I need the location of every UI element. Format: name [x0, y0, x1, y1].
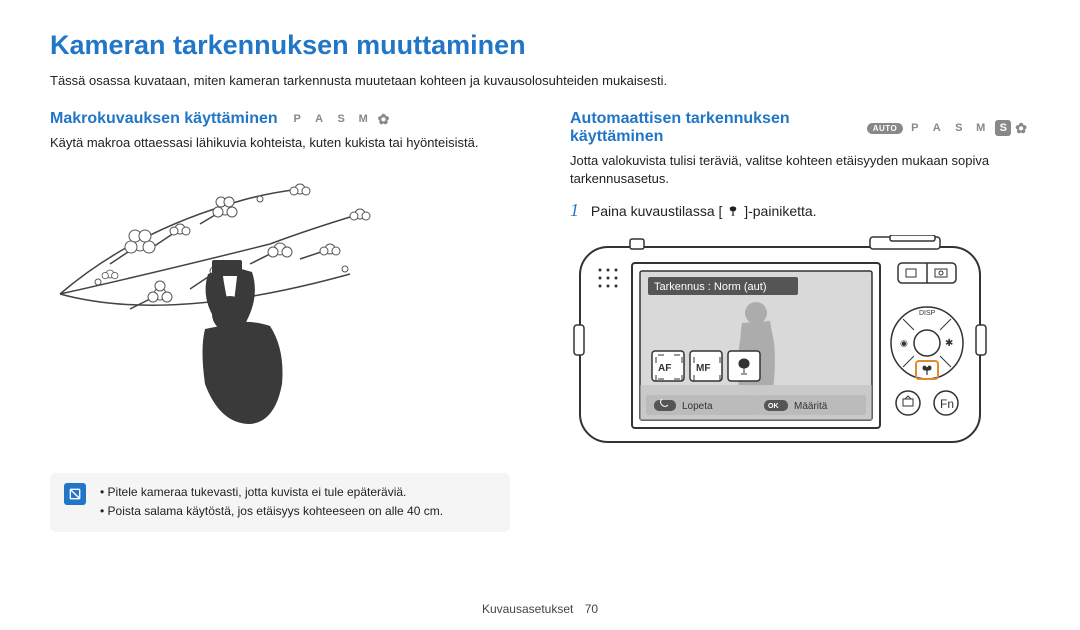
svg-text:Lopeta: Lopeta [682, 401, 713, 412]
macro-illustration [50, 174, 400, 424]
right-column: Automaattisen tarkennuksen käyttäminen A… [570, 110, 1030, 532]
svg-text:MF: MF [696, 363, 710, 374]
camera-illustration: Tarkennus : Norm (aut) AF MF [570, 235, 1000, 455]
page-title: Kameran tarkennuksen muuttaminen [50, 30, 1030, 61]
step-1-number: 1 [570, 200, 579, 220]
mode-a: A [929, 120, 947, 136]
svg-text:Fn: Fn [940, 397, 954, 411]
footer-page-number: 70 [585, 602, 598, 616]
info-lines: Pitele kameraa tukevasti, jotta kuvista … [100, 483, 443, 521]
content-columns: Makrokuvauksen käyttäminen P A S M ✿ Käy… [50, 110, 1030, 532]
info-box: Pitele kameraa tukevasti, jotta kuvista … [50, 473, 510, 531]
svg-text:AF: AF [658, 363, 671, 374]
mode-s: S [334, 111, 352, 127]
macro-heading: Makrokuvauksen käyttäminen [50, 110, 278, 128]
info-icon [64, 483, 86, 505]
macro-section-header: Makrokuvauksen käyttäminen P A S M ✿ [50, 110, 510, 128]
svg-text:Määritä: Määritä [794, 401, 828, 412]
mode-auto-badge: AUTO [867, 123, 904, 134]
autofocus-body: Jotta valokuvista tulisi teräviä, valits… [570, 152, 1030, 188]
step-1-after: ]-painiketta. [744, 203, 816, 219]
gear-icon: ✿ [1015, 120, 1030, 137]
step-1: 1 Paina kuvaustilassa [ ]-painiketta. [570, 200, 1030, 221]
macro-button-icon [726, 204, 740, 218]
autofocus-heading: Automaattisen tarkennuksen käyttäminen [570, 110, 855, 146]
mode-a: A [312, 111, 330, 127]
mode-s-badge: S [995, 120, 1011, 136]
svg-text:◉: ◉ [900, 338, 908, 348]
mode-p: P [290, 111, 308, 127]
camera-focus-label: Tarkennus : Norm (aut) [654, 281, 766, 293]
autofocus-section-header: Automaattisen tarkennuksen käyttäminen A… [570, 110, 1030, 146]
svg-text:OK: OK [768, 403, 779, 410]
mode-m: M [356, 111, 374, 127]
left-column: Makrokuvauksen käyttäminen P A S M ✿ Käy… [50, 110, 510, 532]
page-footer: Kuvausasetukset 70 [0, 602, 1080, 616]
macro-body: Käytä makroa ottaessasi lähikuvia kohtei… [50, 134, 510, 152]
mode-p: P [907, 120, 925, 136]
svg-text:✱: ✱ [945, 338, 953, 349]
macro-mode-icons: P A S M ✿ [290, 111, 393, 128]
intro-text: Tässä osassa kuvataan, miten kameran tar… [50, 73, 1030, 88]
step-1-before: Paina kuvaustilassa [ [591, 203, 723, 219]
footer-section: Kuvausasetukset [482, 602, 573, 616]
mode-s: S [951, 120, 969, 136]
mode-m: M [973, 120, 991, 136]
info-line-1: Pitele kameraa tukevasti, jotta kuvista … [100, 483, 443, 502]
gear-icon: ✿ [378, 111, 393, 128]
svg-text:DISP: DISP [919, 310, 936, 317]
autofocus-mode-icons: AUTO P A S M S ✿ [867, 120, 1030, 137]
info-line-2: Poista salama käytöstä, jos etäisyys koh… [100, 502, 443, 521]
